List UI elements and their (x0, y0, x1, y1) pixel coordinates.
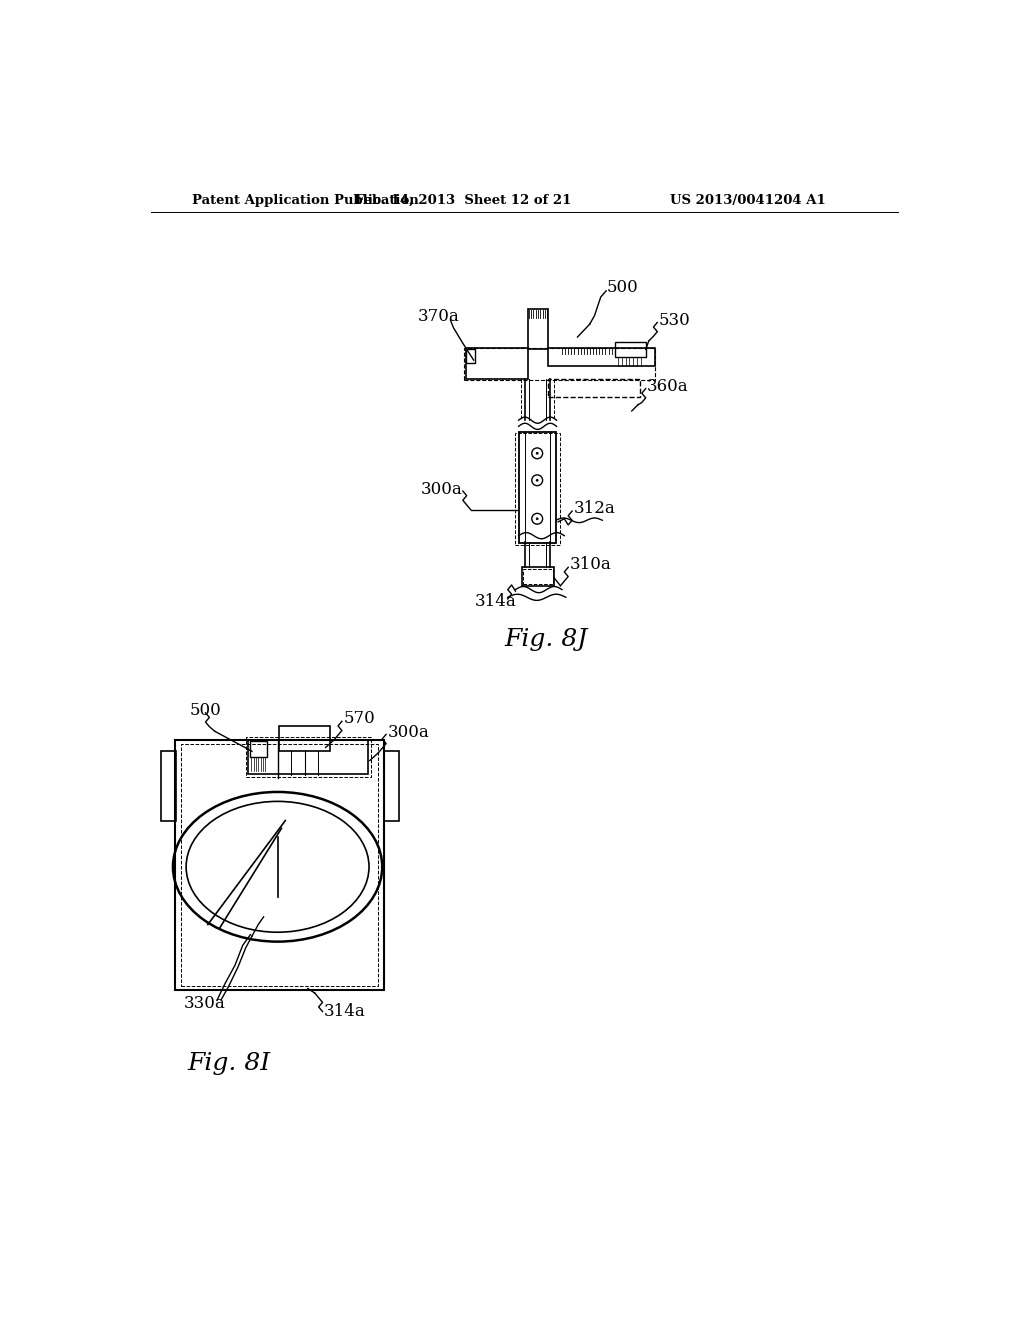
Bar (250, 742, 266, 756)
Text: 370a: 370a (418, 308, 460, 325)
Bar (548, 379, 640, 397)
Bar (464, 348, 655, 380)
Text: 500: 500 (190, 702, 222, 719)
Text: Patent Application Publication: Patent Application Publication (191, 194, 418, 207)
Bar (515, 433, 560, 545)
Text: 530: 530 (658, 312, 690, 329)
Text: 314a: 314a (475, 593, 517, 610)
Bar (548, 348, 655, 367)
Text: 330a: 330a (183, 995, 225, 1012)
Text: 500: 500 (606, 280, 638, 296)
Bar (174, 739, 384, 990)
Bar (523, 569, 553, 585)
Bar (248, 739, 369, 775)
Text: 300a: 300a (421, 480, 463, 498)
Bar (384, 751, 399, 821)
Bar (466, 348, 528, 379)
Text: Feb. 14, 2013  Sheet 12 of 21: Feb. 14, 2013 Sheet 12 of 21 (354, 194, 571, 207)
Text: 300a: 300a (388, 723, 429, 741)
Text: US 2013/0041204 A1: US 2013/0041204 A1 (671, 194, 826, 207)
Bar (280, 726, 330, 751)
Text: 314a: 314a (324, 1003, 366, 1020)
Bar (528, 309, 548, 350)
Bar (614, 342, 646, 358)
Text: Fig. 8J: Fig. 8J (505, 628, 588, 651)
Text: 310a: 310a (569, 557, 611, 573)
Text: Fig. 8I: Fig. 8I (187, 1052, 270, 1074)
Bar (180, 743, 378, 986)
Bar (246, 738, 371, 776)
Text: 570: 570 (343, 710, 375, 727)
Text: 360a: 360a (647, 378, 689, 395)
Bar (519, 432, 556, 544)
Text: 312a: 312a (573, 500, 615, 517)
Circle shape (536, 517, 539, 520)
Bar (466, 350, 475, 363)
Circle shape (536, 479, 539, 482)
Bar (521, 566, 554, 586)
Bar (161, 751, 176, 821)
Circle shape (536, 451, 539, 454)
